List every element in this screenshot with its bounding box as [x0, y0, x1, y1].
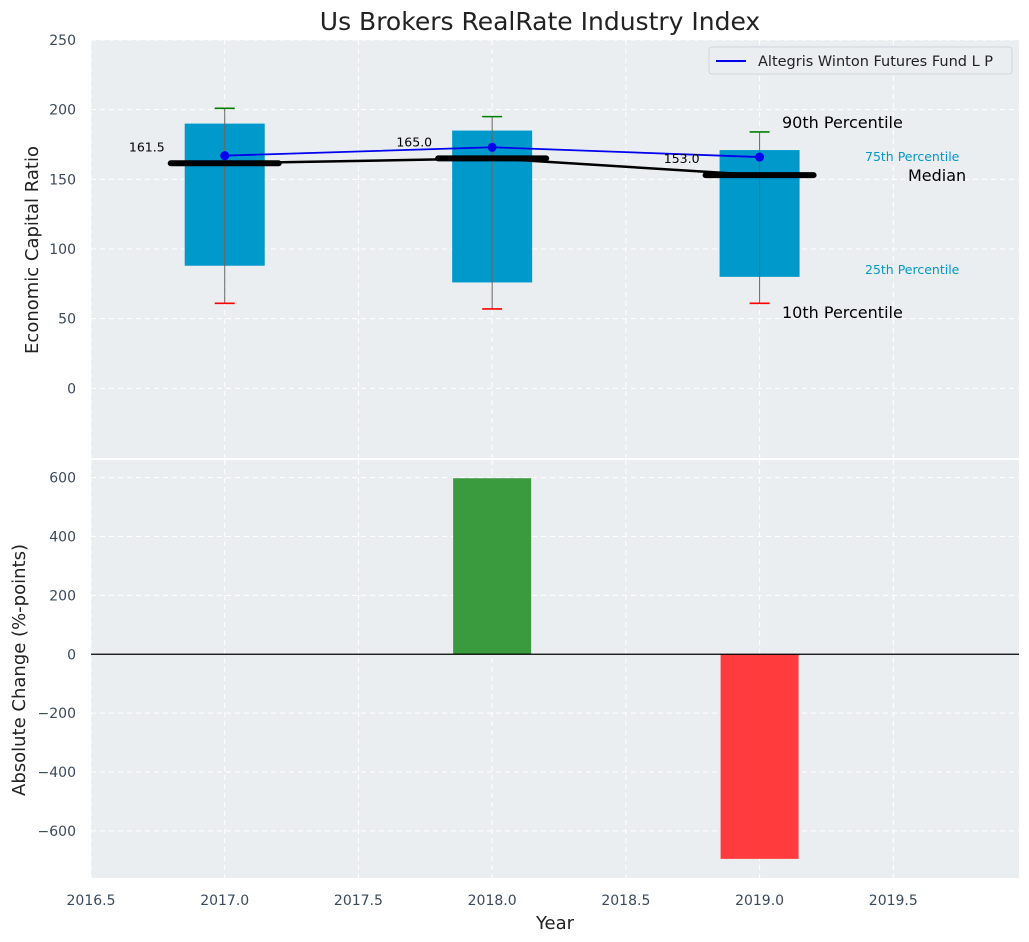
company-line [220, 142, 765, 162]
company-series-point [487, 142, 497, 152]
top-y-tick-label: 150 [49, 172, 76, 188]
top-y-tick-label: 250 [49, 33, 76, 49]
median-value-label: 153.0 [664, 151, 700, 166]
x-tick-label: 2016.5 [67, 893, 116, 909]
bottom-y-tick-label: 600 [49, 471, 76, 487]
x-tick-label: 2019.0 [735, 893, 784, 909]
median-line [167, 155, 817, 179]
bottom-y-tick-label: −600 [38, 824, 76, 840]
bottom-y-tick-label: 0 [67, 647, 76, 663]
median-value-label: 165.0 [396, 134, 432, 149]
bottom-y-tick-label: −200 [38, 706, 76, 722]
median-value-label: 161.5 [129, 139, 165, 154]
change-bar [453, 478, 532, 655]
top-y-axis-label: Economic Capital Ratio [22, 146, 43, 354]
x-tick-label: 2018.0 [468, 893, 517, 909]
top-y-tick-label: 50 [58, 312, 76, 328]
company-series-point [220, 151, 230, 161]
top-y-tick-label: 200 [49, 103, 76, 119]
bottom-panel: 600 400 200 0 −200 −400 −600 2016.5 2017.0 2017.… [9, 460, 1019, 934]
x-axis-label: Year [535, 913, 575, 934]
bottom-y-tick-label: 200 [49, 588, 76, 604]
chart-title: Us Brokers RealRate Industry Index [320, 7, 760, 36]
x-ticks: 2016.5 2017.0 2017.5 2018.0 2018.5 2019.0 2019… [67, 893, 918, 909]
legend-box [708, 46, 1013, 75]
company-series-point [755, 152, 765, 162]
p25-annotation: 25th Percentile [865, 262, 960, 277]
legend-label: Altegris Winton Futures Fund L P [758, 54, 993, 70]
bottom-y-axis-label: Absolute Change (%-points) [9, 544, 30, 796]
p90-annotation: 90th Percentile [782, 113, 903, 132]
top-y-ticks: 250 200 150 100 50 0 [49, 33, 76, 397]
p10-annotation: 10th Percentile [782, 303, 903, 322]
legend: Altegris Winton Futures Fund L P [708, 46, 1013, 75]
change-bar [720, 654, 799, 859]
top-y-tick-label: 100 [49, 242, 76, 258]
top-y-tick-label: 0 [67, 381, 76, 397]
bars [453, 478, 799, 859]
x-tick-label: 2017.5 [334, 893, 383, 909]
x-tick-label: 2018.5 [601, 893, 650, 909]
median-labels: 161.5 165.0 153.0 [129, 134, 700, 166]
x-tick-label: 2019.5 [869, 893, 918, 909]
x-tick-label: 2017.0 [200, 893, 249, 909]
bottom-plot-background [91, 460, 1019, 878]
top-panel: 250 200 150 100 50 0 161.5 165.0 153.0 90th Per… [22, 33, 1019, 458]
bottom-y-tick-label: 400 [49, 530, 76, 546]
median-annotation: Median [908, 166, 966, 185]
bottom-y-ticks: 600 400 200 0 −200 −400 −600 [38, 471, 76, 840]
bottom-y-tick-label: −400 [38, 765, 76, 781]
p75-annotation: 75th Percentile [865, 149, 960, 164]
